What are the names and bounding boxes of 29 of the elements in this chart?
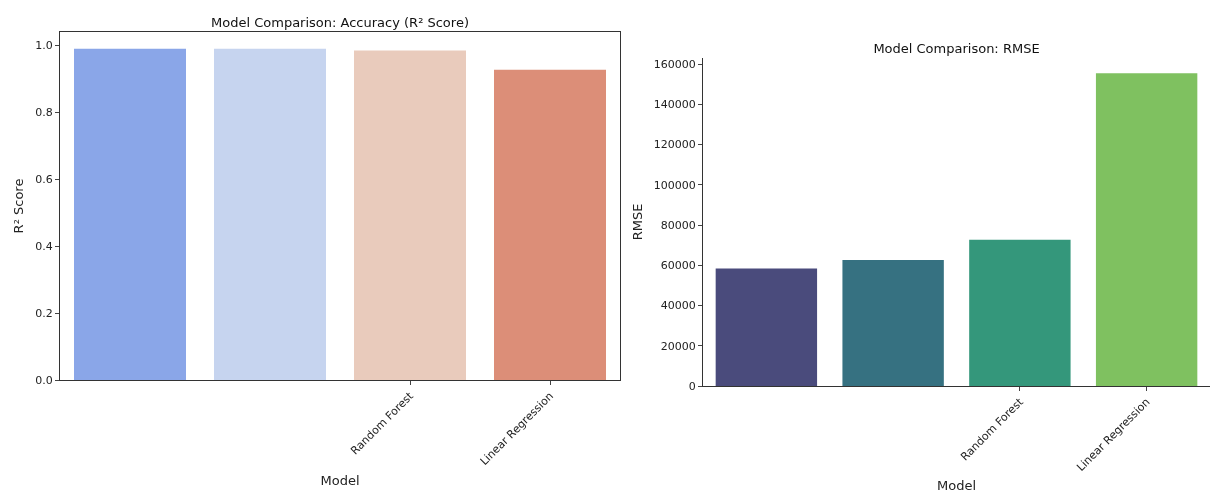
y-tick-label: 0.6	[35, 173, 53, 187]
bar	[842, 260, 944, 386]
chart-title: Model Comparison: RMSE	[873, 41, 1040, 56]
y-tick-label: 0	[688, 379, 696, 393]
y-tick-label: 0.8	[35, 106, 53, 120]
y-tick-label: 140000	[653, 98, 696, 112]
bar	[494, 69, 606, 380]
y-tick-label: 0.0	[35, 373, 53, 387]
bar	[1095, 73, 1198, 386]
x-axis-title: Model	[936, 478, 977, 493]
bar	[214, 48, 326, 380]
y-tick-label: 40000	[660, 299, 696, 313]
x-axis-title: Model	[320, 472, 360, 488]
y-tick-label: 120000	[653, 138, 696, 152]
y-tick-label: 20000	[660, 339, 696, 353]
chart-title: Model Comparison: Accuracy (R² Score)	[211, 15, 469, 30]
y-tick-label: 160000	[653, 57, 696, 71]
y-tick-label: 60000	[660, 259, 696, 273]
bar	[715, 268, 818, 386]
y-tick-label: 0.4	[35, 240, 53, 253]
y-tick-label: 80000	[660, 218, 696, 232]
y-tick-label: 100000	[653, 178, 696, 192]
bar	[74, 48, 186, 380]
y-axis-title: RMSE	[629, 203, 645, 241]
bar	[969, 239, 1071, 386]
y-tick-label: 0.2	[35, 306, 53, 320]
bar	[354, 50, 466, 380]
y-axis-title: R² Score	[11, 178, 27, 234]
y-tick-label: 1.0	[35, 39, 53, 53]
